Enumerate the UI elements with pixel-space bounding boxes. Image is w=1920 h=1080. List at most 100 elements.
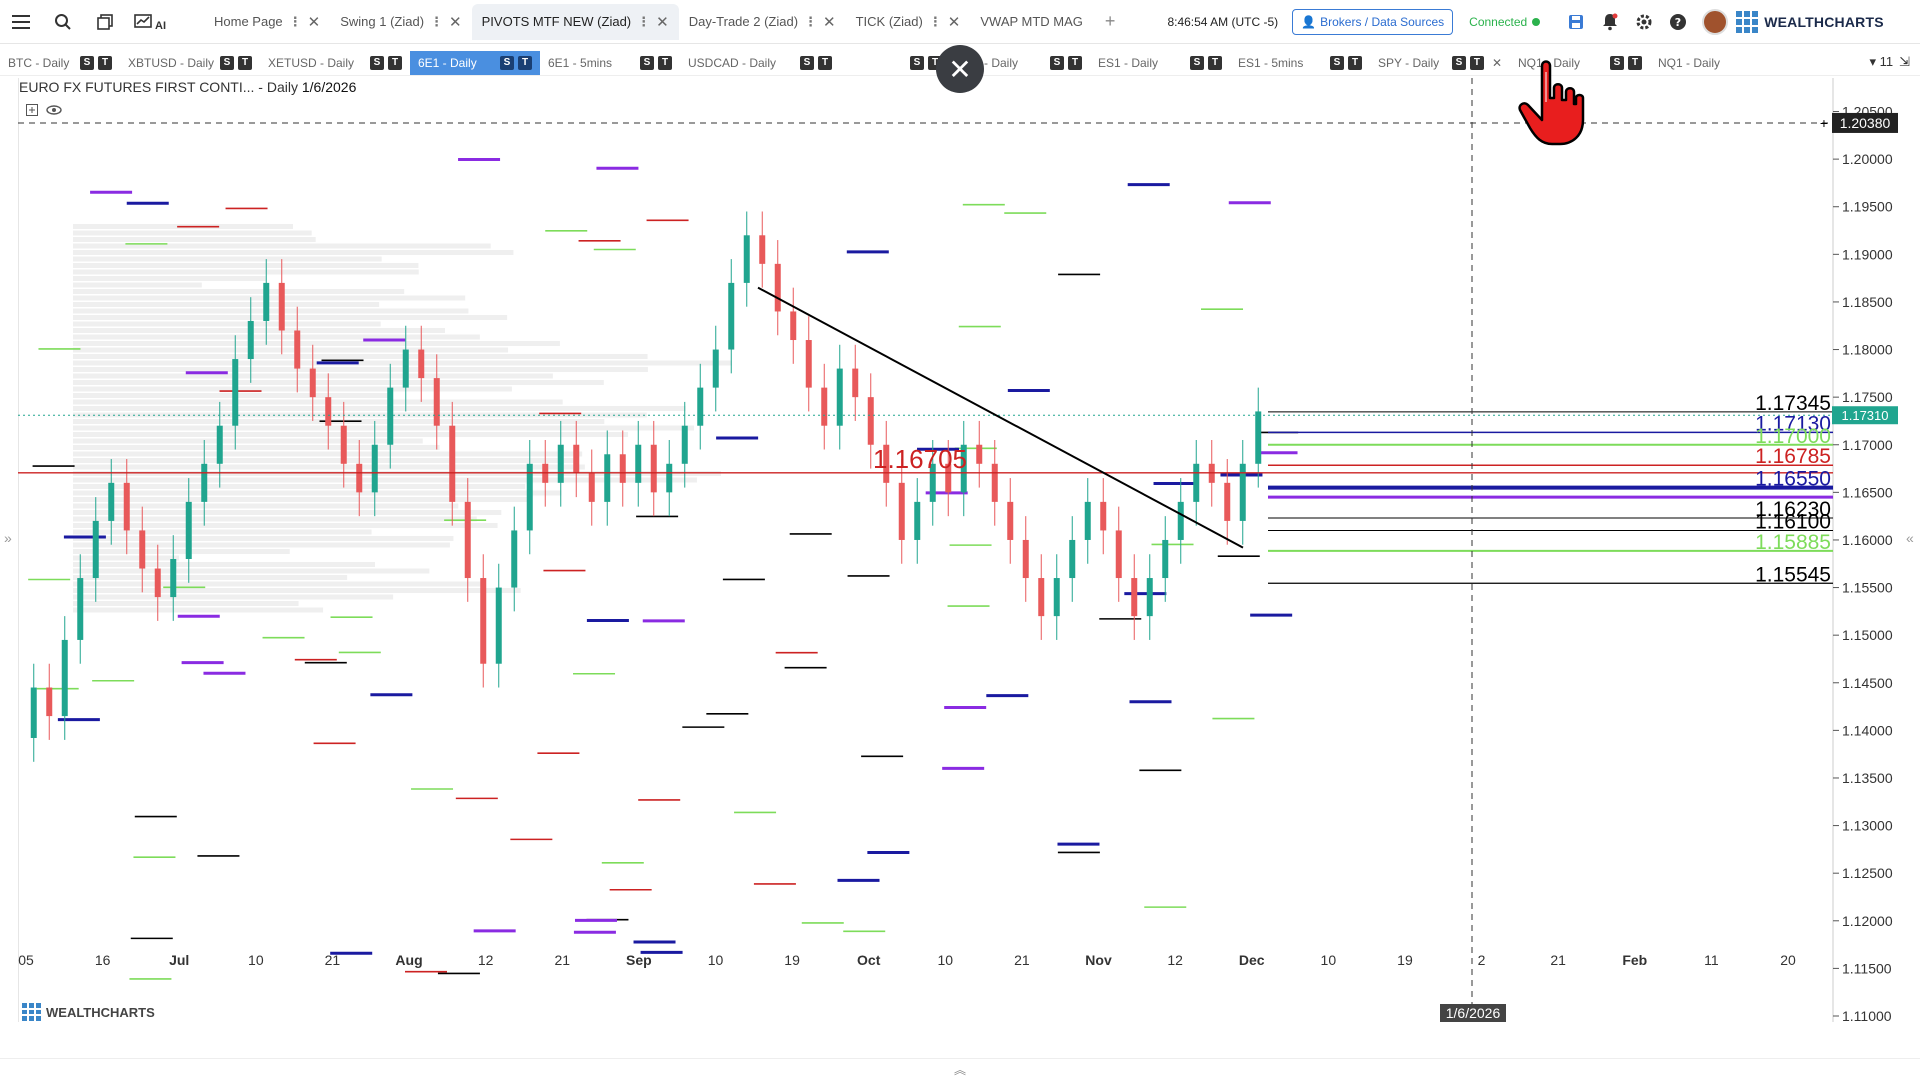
symbol-tab[interactable]: NQ1 - Daily	[1650, 51, 1740, 75]
tab-options-icon[interactable]: ⋮	[804, 13, 818, 29]
close-overlay-button[interactable]: ✕	[936, 45, 984, 93]
symbol-tab[interactable]: ES1 - Daily S T	[1090, 51, 1230, 75]
volume-profile-bar	[73, 386, 512, 392]
candle-body	[495, 587, 502, 664]
split-icon[interactable]: ⇲	[1899, 54, 1910, 69]
symbol-badge-s[interactable]: S	[640, 55, 654, 70]
tab-close-icon[interactable]: ✕	[656, 13, 669, 31]
symbol-tab[interactable]: XETUSD - Daily S T	[260, 51, 410, 75]
tab-close-icon[interactable]: ✕	[307, 13, 321, 31]
add-tab-icon[interactable]: +	[1104, 11, 1116, 31]
save-icon[interactable]	[1566, 12, 1586, 32]
symbol-tab[interactable]: BTC - Daily S T	[0, 51, 120, 75]
symbol-badge-t[interactable]: T	[658, 55, 672, 70]
symbol-badge-s[interactable]: S	[1190, 55, 1204, 70]
symbol-tab[interactable]: XBTUSD - Daily S T	[120, 51, 260, 75]
volume-profile-bar	[73, 406, 686, 411]
help-icon[interactable]: ?	[1668, 12, 1688, 32]
bell-icon[interactable]	[1600, 12, 1620, 32]
symbol-tab[interactable]: SPY - Daily S T ✕	[1370, 51, 1510, 75]
candle-body	[712, 349, 719, 388]
symbol-close-icon[interactable]: ✕	[1491, 55, 1502, 70]
symbol-badge-s[interactable]: S	[800, 55, 814, 70]
symbol-badge-s[interactable]: S	[220, 55, 234, 70]
symbol-badge-t[interactable]: T	[818, 55, 832, 70]
volume-profile-bar	[73, 315, 508, 320]
volume-profile-bar	[73, 464, 585, 470]
windows-icon[interactable]	[84, 0, 126, 44]
tab-swing-1[interactable]: Swing 1 (Ziad) ⋮ ✕	[330, 4, 471, 40]
candle-body	[526, 463, 533, 531]
candle-body	[46, 687, 53, 717]
chart-title: EURO FX FUTURES FIRST CONTI... - Daily 1…	[19, 79, 356, 95]
price-chart[interactable]: 1.205001.200001.195001.190001.185001.180…	[18, 78, 1902, 1022]
avatar[interactable]	[1702, 8, 1729, 35]
symbol-tab[interactable]: 6E1 - Daily S T	[410, 50, 540, 75]
candle-body	[247, 320, 254, 360]
tab-options-icon[interactable]: ⋮	[288, 13, 302, 29]
volume-profile-bar	[73, 445, 440, 450]
candle-body	[1146, 578, 1153, 617]
symbol-badge-t[interactable]: T	[1208, 55, 1222, 70]
candle-body	[418, 349, 425, 379]
level-label: 1.15545	[1755, 563, 1831, 586]
symbol-badge-s[interactable]: S	[1451, 55, 1466, 70]
symbol-label: XBTUSD - Daily	[128, 55, 215, 70]
tab-close-icon[interactable]: ✕	[449, 13, 462, 31]
tab-pivots-mtf-new[interactable]: PIVOTS MTF NEW (Ziad) ⋮ ✕	[471, 3, 679, 40]
candle-body	[619, 454, 626, 483]
symbol-badge-s[interactable]: S	[910, 55, 924, 70]
x-tick-label: 19	[784, 952, 800, 968]
symbol-badge-s[interactable]: S	[500, 55, 514, 70]
volume-profile-bar	[73, 536, 454, 541]
symbol-badge-t[interactable]: T	[388, 55, 402, 70]
symbol-badge-s[interactable]: S	[80, 55, 94, 70]
menu-icon[interactable]	[0, 0, 42, 44]
candle-body	[867, 397, 874, 445]
symbol-badge-t[interactable]: T	[1469, 55, 1484, 70]
volume-profile-bar	[73, 458, 577, 463]
symbols-more[interactable]: ▾ 11 ⇲	[1869, 54, 1910, 70]
bottom-panel-toggle[interactable]: ︽	[0, 1058, 1920, 1080]
candle-body	[92, 520, 99, 579]
tab-home-page[interactable]: Home Page ⋮ ✕	[204, 4, 330, 40]
expand-indicators-icon[interactable]	[24, 102, 40, 118]
symbol-tab[interactable]: USDCAD - Daily S T	[680, 51, 840, 75]
tab-close-icon[interactable]: ✕	[947, 13, 961, 31]
tab-vwap-mtd-mag[interactable]: VWAP MTD MAG	[970, 4, 1093, 40]
brokers-button[interactable]: 👤 Brokers / Data Sources	[1292, 8, 1454, 35]
candle-body	[1022, 539, 1029, 579]
eye-icon[interactable]	[46, 102, 62, 118]
symbol-badge-s[interactable]: S	[1610, 55, 1624, 70]
chevron-up-icon: ︽	[953, 1063, 966, 1077]
y-tick-label: 1.12000	[1842, 913, 1893, 929]
svg-text:?: ?	[1675, 16, 1681, 29]
tab-options-icon[interactable]: ⋮	[430, 13, 444, 29]
symbol-tab[interactable]: ES1 - 5mins S T	[1230, 51, 1370, 75]
symbol-badge-t[interactable]: T	[98, 55, 112, 70]
ai-chart-icon[interactable]: AI	[126, 0, 174, 44]
tab-label: VWAP MTD MAG	[980, 14, 1083, 29]
candle-body	[1115, 530, 1122, 579]
candle-body	[480, 578, 487, 664]
symbol-badge-s[interactable]: S	[1050, 55, 1064, 70]
gear-icon[interactable]	[1634, 12, 1654, 32]
symbol-badge-s[interactable]: S	[1330, 55, 1344, 70]
symbol-badge-t[interactable]: T	[238, 55, 252, 70]
tab-options-icon[interactable]: ⋮	[928, 13, 942, 29]
left-panel-toggle-icon[interactable]: »	[4, 530, 12, 546]
candle-body	[557, 444, 564, 483]
symbol-badge-t[interactable]: T	[1348, 55, 1362, 70]
tab-options-icon[interactable]: ⋮	[637, 13, 651, 29]
tab-tick[interactable]: TICK (Ziad) ⋮ ✕	[846, 4, 971, 40]
tab-close-icon[interactable]: ✕	[823, 13, 836, 31]
symbol-badge-t[interactable]: T	[1628, 55, 1642, 70]
symbol-badge-t[interactable]: T	[518, 55, 532, 70]
symbol-badge-t[interactable]: T	[1068, 55, 1082, 70]
symbol-tab[interactable]: 6E1 - 5mins S T	[540, 51, 680, 75]
symbol-badge-s[interactable]: S	[370, 55, 384, 70]
right-panel-toggle-icon[interactable]: «	[1906, 530, 1914, 546]
search-icon[interactable]	[42, 0, 84, 44]
tab-day-trade-2[interactable]: Day-Trade 2 (Ziad) ⋮ ✕	[679, 4, 846, 40]
